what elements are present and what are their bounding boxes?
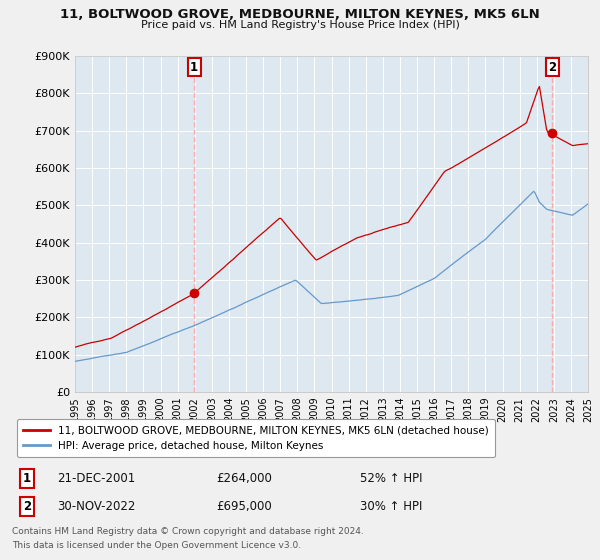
Text: Contains HM Land Registry data © Crown copyright and database right 2024.: Contains HM Land Registry data © Crown c… <box>12 528 364 536</box>
Text: £695,000: £695,000 <box>216 500 272 514</box>
Text: This data is licensed under the Open Government Licence v3.0.: This data is licensed under the Open Gov… <box>12 541 301 550</box>
Legend: 11, BOLTWOOD GROVE, MEDBOURNE, MILTON KEYNES, MK5 6LN (detached house), HPI: Ave: 11, BOLTWOOD GROVE, MEDBOURNE, MILTON KE… <box>17 419 495 457</box>
Text: 11, BOLTWOOD GROVE, MEDBOURNE, MILTON KEYNES, MK5 6LN: 11, BOLTWOOD GROVE, MEDBOURNE, MILTON KE… <box>60 8 540 21</box>
Text: 52% ↑ HPI: 52% ↑ HPI <box>360 472 422 486</box>
Text: £264,000: £264,000 <box>216 472 272 486</box>
Text: 30-NOV-2022: 30-NOV-2022 <box>57 500 136 514</box>
Text: 21-DEC-2001: 21-DEC-2001 <box>57 472 135 486</box>
Text: 30% ↑ HPI: 30% ↑ HPI <box>360 500 422 514</box>
Text: 2: 2 <box>23 500 31 514</box>
Text: Price paid vs. HM Land Registry's House Price Index (HPI): Price paid vs. HM Land Registry's House … <box>140 20 460 30</box>
Text: 1: 1 <box>23 472 31 486</box>
Text: 2: 2 <box>548 60 556 74</box>
Text: 1: 1 <box>190 60 198 74</box>
